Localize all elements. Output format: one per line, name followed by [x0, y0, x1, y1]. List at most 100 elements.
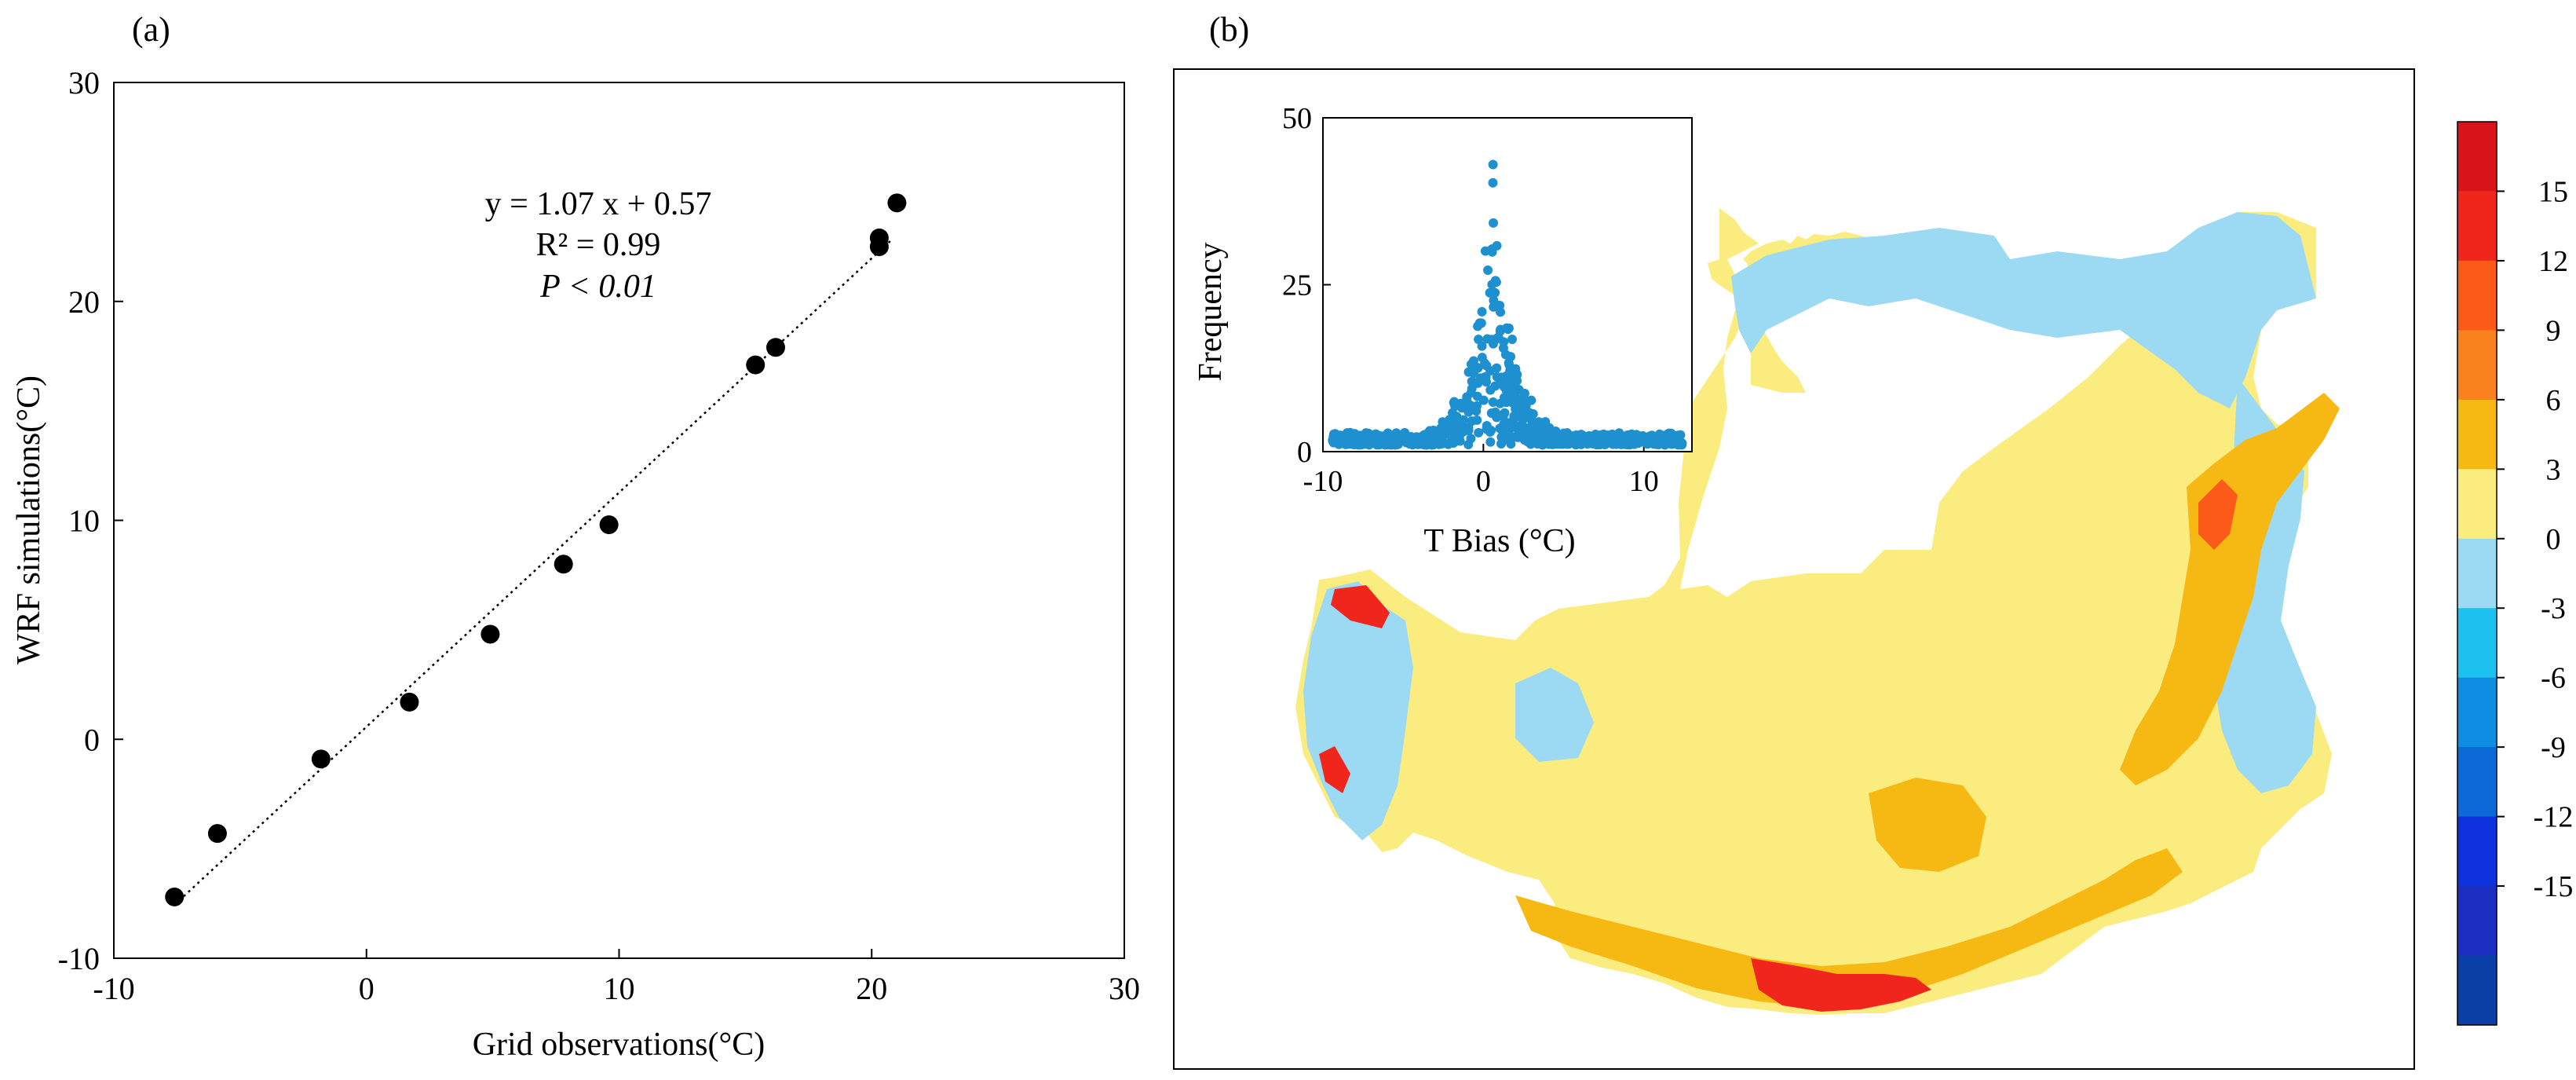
inset-point: [1477, 306, 1487, 317]
panel-b-label: (b): [1209, 10, 1249, 49]
inset-point: [1486, 425, 1496, 435]
inset-point: [1420, 439, 1430, 449]
inset-point: [1616, 439, 1626, 449]
inset-point: [1509, 411, 1519, 421]
land-region: [1295, 208, 2332, 1015]
colorbar-block: [2457, 886, 2497, 957]
colorbar-block: [2457, 260, 2497, 331]
colorbar-frame: [2457, 121, 2497, 1026]
colorbar-block: [2457, 399, 2497, 470]
inset-point: [1485, 385, 1496, 395]
inset-point: [1478, 395, 1489, 405]
inset-point: [1526, 395, 1536, 405]
inset-point: [1466, 434, 1476, 444]
inset-point: [1383, 435, 1393, 445]
inset-point: [1463, 407, 1474, 417]
blue-bias-north: [1731, 212, 2316, 408]
inset-point: [1390, 431, 1400, 441]
x-tick-label: 10: [604, 971, 635, 1006]
inset-point: [1515, 423, 1525, 434]
panel-a-points: [165, 193, 907, 906]
panel-a: (a) -10 0 10 20 30 -10 0 10 20 30 y = 1.07 x + 0.…: [11, 10, 1140, 1063]
colorbar-block: [2457, 191, 2497, 262]
colorbar-block: [2457, 608, 2497, 679]
fit-line: [174, 239, 893, 906]
x-tick-label: 20: [856, 971, 887, 1006]
colorbar-block: [2457, 677, 2497, 748]
x-tick-label: -10: [93, 971, 134, 1006]
inset-point: [1372, 436, 1383, 446]
inset-point: [1488, 178, 1498, 188]
inset-point: [1518, 411, 1529, 421]
inset-point: [1524, 428, 1534, 438]
hot-bias-south: [1751, 958, 1931, 1012]
inset-point: [1513, 432, 1523, 442]
inset-point: [1506, 423, 1516, 433]
inset-point: [1583, 433, 1593, 443]
inset-point: [1566, 431, 1576, 441]
colorbar-tick-label: 12: [2538, 245, 2568, 278]
inset-point: [1507, 334, 1517, 344]
colorbar-tick-label: -12: [2534, 801, 2574, 834]
p-value-text: P < 0.01: [539, 269, 656, 305]
inset-point: [1451, 420, 1461, 430]
inset-point: [1668, 432, 1679, 442]
inset-x-axis-title: T Bias (°C): [1423, 523, 1575, 559]
inset-point: [1490, 287, 1500, 298]
colorbar-tick-label: 3: [2546, 453, 2561, 486]
inset-point: [1546, 426, 1556, 436]
inset-point: [1506, 352, 1516, 362]
inset-point: [1438, 436, 1448, 446]
inset-point: [1488, 339, 1498, 349]
inset-point: [1488, 397, 1498, 407]
y-tick-label: 0: [84, 722, 100, 757]
data-point: [207, 824, 227, 844]
inset-point: [1449, 433, 1460, 443]
inset-point: [1473, 321, 1483, 331]
data-point: [746, 355, 765, 375]
colorbar-tick-label: -15: [2534, 870, 2574, 903]
inset-point: [1467, 376, 1477, 386]
inset-y-axis-title: Frequency: [1193, 242, 1229, 381]
y-tick-label: 20: [68, 284, 100, 320]
inset-point: [1468, 368, 1478, 378]
colorbar-block: [2457, 330, 2497, 401]
inset-x-tick-label: -10: [1303, 465, 1343, 498]
inset-point: [1406, 432, 1416, 442]
panel-a-x-axis-title: Grid observations(°C): [473, 1027, 765, 1063]
colorbar-block: [2457, 469, 2497, 540]
inset-point: [1487, 247, 1497, 257]
data-point: [554, 555, 573, 574]
inset-point: [1350, 429, 1360, 439]
r-squared-text: R² = 0.99: [536, 227, 661, 263]
data-point: [765, 338, 785, 357]
inset-point: [1495, 398, 1505, 408]
inset-point: [1475, 373, 1485, 383]
inset-y-tick-label: 50: [1282, 102, 1312, 135]
colorbar-block: [2457, 747, 2497, 818]
inset-point: [1474, 427, 1484, 437]
inset-point: [1489, 218, 1499, 228]
inset-point: [1462, 392, 1472, 402]
inset-point: [1642, 434, 1652, 445]
hot-bias-east: [2198, 479, 2238, 550]
inset-point: [1472, 415, 1482, 425]
inset-point: [1504, 323, 1514, 333]
data-point: [869, 228, 889, 247]
inset-point: [1488, 159, 1498, 170]
x-tick-label: 30: [1109, 971, 1140, 1006]
colorbar-tick-label: -9: [2541, 731, 2566, 764]
colorbar-tick-label: 15: [2538, 175, 2568, 208]
colorbar-tick-label: -6: [2541, 662, 2566, 695]
panel-a-ticks: -10 0 10 20 30 -10 0 10 20 30: [58, 65, 1140, 1006]
inset-point: [1496, 439, 1507, 449]
inset-point: [1483, 265, 1493, 276]
inset-point: [1494, 410, 1504, 420]
inset-point: [1480, 358, 1490, 368]
inset-point: [1343, 436, 1354, 446]
inset-y-tick-label: 0: [1297, 436, 1312, 469]
colorbar-tick-label: -3: [2541, 592, 2566, 625]
inset-point: [1440, 422, 1450, 432]
inset-point: [1677, 438, 1687, 448]
